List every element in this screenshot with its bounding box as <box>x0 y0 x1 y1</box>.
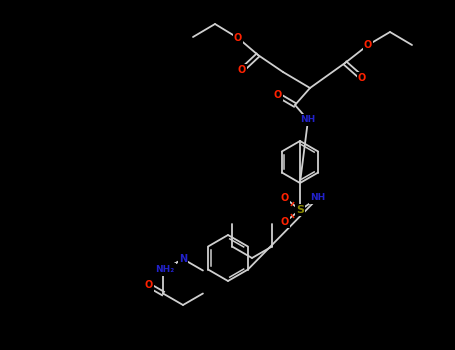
Text: NH: NH <box>300 116 316 125</box>
Text: O: O <box>274 90 282 100</box>
Text: O: O <box>281 217 289 227</box>
Text: O: O <box>145 280 153 290</box>
Text: O: O <box>364 40 372 50</box>
Text: O: O <box>238 65 246 75</box>
Text: S: S <box>296 205 304 215</box>
Text: O: O <box>234 33 242 43</box>
Text: N: N <box>179 254 187 264</box>
Text: O: O <box>358 73 366 83</box>
Text: NH₂: NH₂ <box>155 265 175 273</box>
Text: NH: NH <box>310 194 326 203</box>
Text: NH: NH <box>156 266 170 275</box>
Text: O: O <box>281 193 289 203</box>
